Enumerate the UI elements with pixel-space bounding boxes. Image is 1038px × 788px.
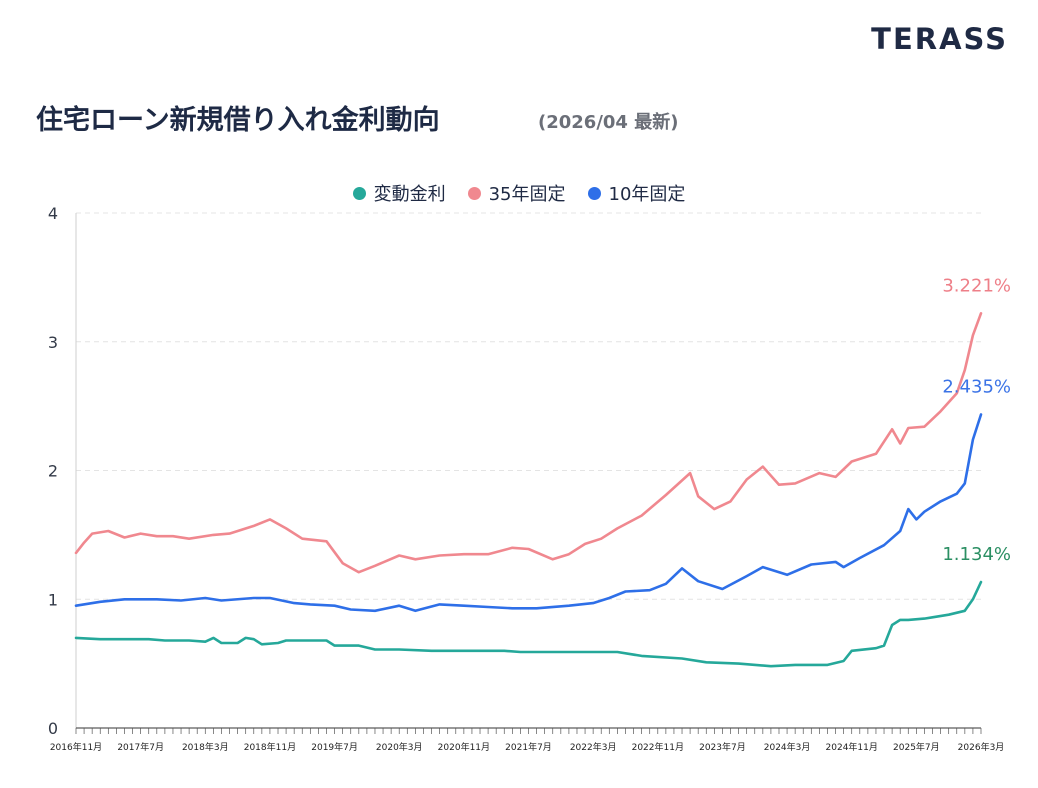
page-title: 住宅ローン新規借り入れ金利動向 [36, 105, 440, 136]
x-tick-label: 2020年11月 [438, 741, 490, 753]
chart-legend: 変動金利 35年固定 10年固定 [0, 180, 1038, 206]
x-tick-label: 2020年3月 [376, 741, 423, 753]
end-value-label: 3.221% [942, 275, 1011, 296]
end-value-label: 1.134% [942, 544, 1011, 565]
y-tick-label: 0 [48, 719, 58, 738]
series-line-2 [74, 413, 983, 613]
legend-label: 35年固定 [488, 184, 566, 205]
end-value-label: 2.435% [942, 376, 1011, 397]
y-tick-label: 3 [48, 333, 58, 352]
x-tick-label: 2018年3月 [182, 741, 229, 753]
y-tick-label: 1 [48, 590, 58, 609]
series-line-0 [74, 580, 983, 668]
series-line-1 [74, 312, 983, 574]
legend-dot-icon [352, 186, 366, 200]
x-tick-label: 2022年11月 [632, 741, 684, 753]
x-tick-label: 2018年11月 [244, 741, 296, 753]
x-tick-label: 2022年3月 [570, 741, 617, 753]
x-tick-label: 2016年11月 [50, 741, 102, 753]
legend-dot-icon [467, 186, 481, 200]
legend-item-fixed-10[interactable]: 10年固定 [587, 180, 686, 206]
brand-logo: TERASS [871, 22, 1008, 56]
x-tick-label: 2017年7月 [117, 741, 164, 753]
x-tick-label: 2023年7月 [699, 741, 746, 753]
legend-item-fixed-35[interactable]: 35年固定 [467, 180, 566, 206]
y-tick-label: 4 [48, 204, 58, 223]
x-tick-label: 2021年7月 [505, 741, 552, 753]
legend-item-variable[interactable]: 変動金利 [352, 180, 446, 206]
y-tick-label: 2 [48, 462, 58, 481]
x-tick-label: 2026年3月 [958, 741, 1005, 753]
legend-label: 変動金利 [373, 184, 446, 205]
x-tick-label: 2019年7月 [311, 741, 358, 753]
x-tick-label: 2024年11月 [826, 741, 878, 753]
legend-dot-icon [587, 186, 601, 200]
x-tick-label: 2025年7月 [893, 741, 940, 753]
x-tick-label: 2024年3月 [764, 741, 811, 753]
page-subtitle: (2026/04 最新) [538, 112, 679, 133]
legend-label: 10年固定 [608, 184, 686, 205]
